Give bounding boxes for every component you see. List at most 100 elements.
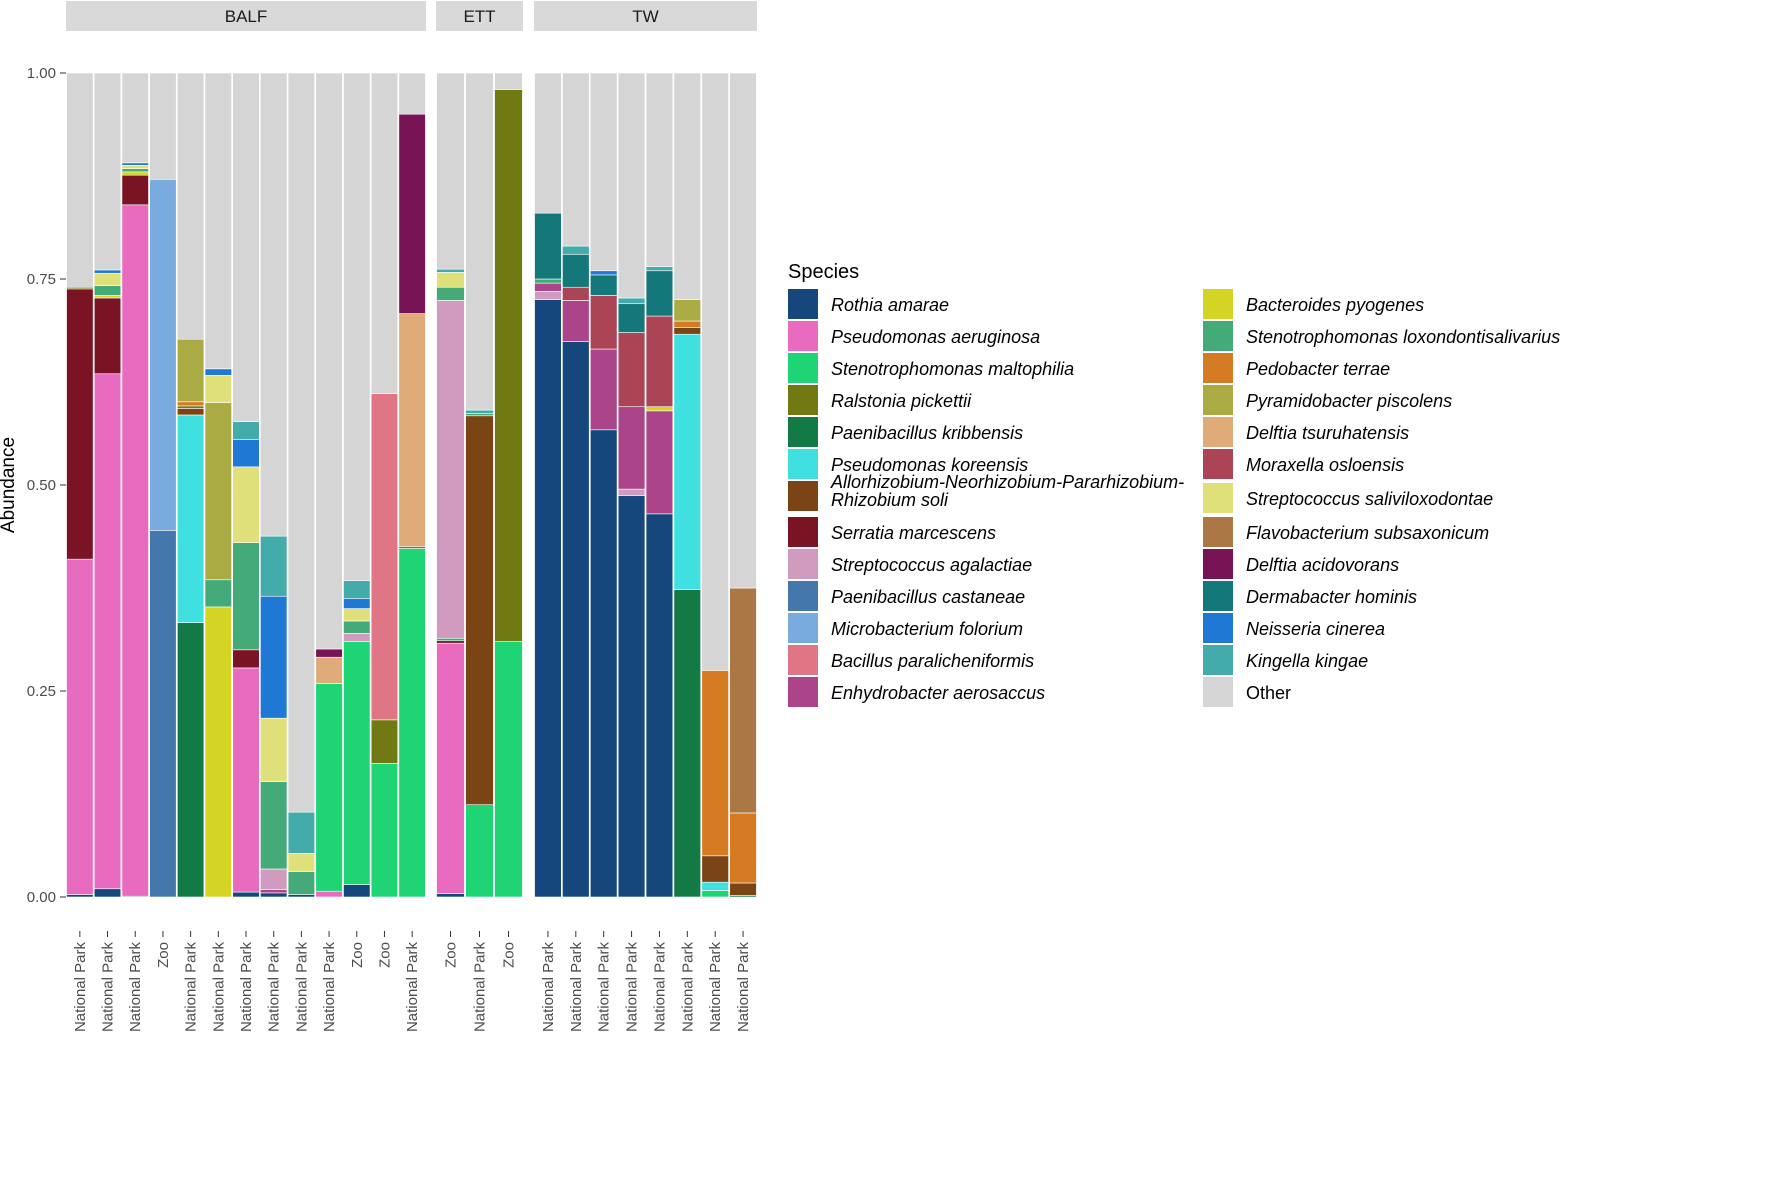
legend-key: [788, 321, 818, 351]
bar-segment: [260, 892, 288, 898]
legend-key: [788, 449, 818, 479]
bar-segment: [436, 637, 465, 642]
bar-segment: [149, 179, 177, 531]
bar-segment: [617, 332, 646, 408]
x-tick-label: National Park: [100, 942, 117, 1033]
legend-label: Moraxella osloensis: [1246, 455, 1404, 475]
legend-label: Ralstonia pickettii: [831, 391, 972, 411]
bar-segment: [701, 890, 729, 898]
bar-segment: [260, 72, 288, 537]
legend-key: [1203, 613, 1233, 643]
bar-segment: [343, 598, 371, 609]
bar-segment: [177, 414, 205, 623]
legend-key: [1203, 677, 1233, 707]
bar-segment: [93, 373, 122, 890]
bar-segment: [232, 439, 260, 468]
bar-segment: [232, 649, 260, 669]
bar-segment: [617, 495, 646, 898]
bar-segment: [645, 406, 674, 412]
x-tick-label: National Park: [321, 942, 338, 1033]
legend-label: Neisseria cinerea: [1246, 619, 1385, 639]
y-axis-title: Abundance: [0, 437, 19, 533]
bar-segment: [343, 580, 371, 600]
legend-key: [1203, 321, 1233, 351]
bar-segment: [436, 272, 465, 288]
bar-segment: [93, 297, 122, 375]
bar-segment: [617, 406, 646, 490]
legend-key: [788, 385, 818, 415]
bar-segment: [343, 620, 371, 634]
x-tick-label: National Park: [651, 942, 668, 1033]
bar-segment: [701, 855, 729, 883]
legend-key: [1203, 289, 1233, 319]
bar-segment: [260, 535, 288, 597]
bar-segment: [121, 204, 149, 897]
facet-label-balf: BALF: [225, 7, 268, 26]
bar-segment: [465, 804, 494, 898]
x-tick-label: National Park: [624, 942, 641, 1033]
bar-segment: [370, 763, 399, 898]
bar-segment: [701, 72, 729, 671]
legend-label: Bacillus paralicheniformis: [831, 651, 1034, 671]
bar-segment: [562, 286, 590, 301]
legend-key: [788, 581, 818, 611]
bar-segment: [645, 410, 674, 515]
legend-key: [1203, 645, 1233, 675]
legend-label: Allorhizobium-Neorhizobium-Pararhizobium…: [830, 472, 1184, 492]
bar-segment: [177, 401, 205, 407]
legend-label: Pyramidobacter piscolens: [1246, 391, 1452, 411]
legend-label: Paenibacillus castaneae: [831, 587, 1025, 607]
bar-segment: [645, 270, 674, 317]
bar-segment: [534, 212, 562, 280]
legend-key: [788, 645, 818, 675]
x-tick-label: National Park: [568, 942, 585, 1033]
x-tick-label: National Park: [404, 942, 421, 1033]
y-tick-label: 0.00: [27, 889, 56, 906]
bar-segment: [370, 393, 399, 721]
x-tick-label: Zoo: [443, 942, 460, 968]
bar-segment: [315, 72, 343, 650]
facet-strip-balf: [66, 1, 426, 31]
legend-key: [1203, 581, 1233, 611]
bar-segment: [260, 595, 288, 719]
bar-segment: [260, 717, 288, 782]
bar-segment: [398, 548, 426, 898]
bar-segment: [590, 274, 618, 296]
bar-segment: [149, 530, 177, 898]
facet-strips: BALF ETT TW: [66, 1, 757, 31]
y-tick-label: 0.25: [27, 683, 56, 700]
legend-label: Pedobacter terrae: [1246, 359, 1390, 379]
bar-segment: [645, 72, 674, 267]
x-tick-label: National Park: [127, 942, 144, 1033]
bar-segment: [66, 894, 94, 898]
bar-segment: [93, 272, 122, 286]
legend-label: Kingella kingae: [1246, 651, 1368, 671]
legend-label: Stenotrophomonas loxondontisalivarius: [1246, 327, 1560, 347]
x-tick-label: National Park: [238, 942, 255, 1033]
legend-label: Dermabacter hominis: [1246, 587, 1417, 607]
bar-segment: [121, 174, 149, 206]
legend-key: [1203, 385, 1233, 415]
bar-segment: [204, 72, 232, 370]
bar-segment: [436, 268, 465, 273]
bar-segment: [436, 642, 465, 895]
bar-segment: [232, 72, 260, 422]
x-tick-label: National Park: [707, 942, 724, 1033]
bar-segment: [617, 297, 646, 305]
legend-key: [788, 677, 818, 707]
bar-segment: [729, 882, 757, 896]
bar-area: [66, 72, 757, 898]
legend-label: Stenotrophomonas maltophilia: [831, 359, 1074, 379]
x-tick-label: National Park: [72, 942, 89, 1033]
legend-label: Pseudomonas koreensis: [831, 455, 1028, 475]
bar-segment: [315, 890, 343, 898]
bar-segment: [617, 72, 646, 299]
legend-label: Rhizobium soli: [831, 490, 949, 510]
bar-segment: [398, 113, 426, 314]
x-tick-label: Zoo: [349, 942, 366, 968]
bar-segment: [121, 168, 149, 173]
facet-strip-tw: [534, 1, 757, 31]
bar-segment: [121, 162, 149, 166]
bar-segment: [436, 72, 465, 270]
